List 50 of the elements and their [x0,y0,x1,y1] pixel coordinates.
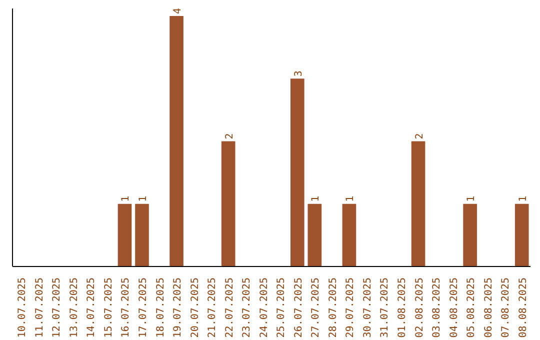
bar [290,78,304,266]
x-tick-label: 17.07.2025 [138,277,149,338]
bar [135,204,149,266]
x-tick-label: 30.07.2025 [362,277,374,338]
x-tick-label: 12.07.2025 [52,277,63,338]
x-tick-label: 08.08.2025 [518,277,529,338]
x-tick-label: 04.08.2025 [448,277,460,338]
x-tick-label: 15.07.2025 [103,277,114,338]
x-tick-label: 23.07.2025 [242,277,253,338]
data-label: 4 [172,8,184,14]
x-tick-label: 22.07.2025 [224,277,236,338]
data-label: 1 [310,196,322,202]
bar [170,16,184,266]
data-label: 1 [138,196,149,202]
bar [411,141,426,266]
x-tick-label: 03.08.2025 [432,277,443,338]
x-tick-label: 14.07.2025 [86,277,98,338]
x-tick-label: 29.07.2025 [345,277,356,338]
data-label: 3 [293,70,304,77]
bar [463,204,477,266]
x-tick-label: 01.08.2025 [397,277,408,338]
x-tick-label: 19.07.2025 [172,277,184,338]
x-tick-label: 02.08.2025 [414,277,426,338]
x-tick-label: 27.07.2025 [310,277,322,338]
x-tick-label: 13.07.2025 [68,277,80,338]
x-tick-label: 24.07.2025 [258,277,270,338]
x-tick-label: 05.08.2025 [466,277,478,338]
bar [221,141,236,266]
x-tick-label: 18.07.2025 [155,277,166,338]
data-label: 2 [414,133,426,140]
x-tick-label: 07.08.2025 [500,277,512,338]
x-tick-label: 20.07.2025 [190,277,201,338]
x-tick-label: 26.07.2025 [293,277,304,338]
data-label: 2 [224,133,236,140]
bar [514,204,529,266]
x-tick-label: 11.07.2025 [34,277,46,338]
x-tick-label: 10.07.2025 [17,277,28,338]
x-tick-label: 16.07.2025 [120,277,132,338]
data-label: 1 [120,196,132,202]
bar [308,204,322,266]
x-tick-label: 31.07.2025 [380,277,391,338]
x-tick-label: 28.07.2025 [328,277,339,338]
bar [118,204,132,266]
x-tick-label: 06.08.2025 [483,277,494,338]
data-label: 1 [466,196,478,202]
data-label: 1 [345,196,356,202]
data-label: 1 [518,196,529,202]
x-tick-label: 21.07.2025 [207,277,218,338]
x-tick-label: 25.07.2025 [276,277,288,338]
bar [342,204,356,266]
